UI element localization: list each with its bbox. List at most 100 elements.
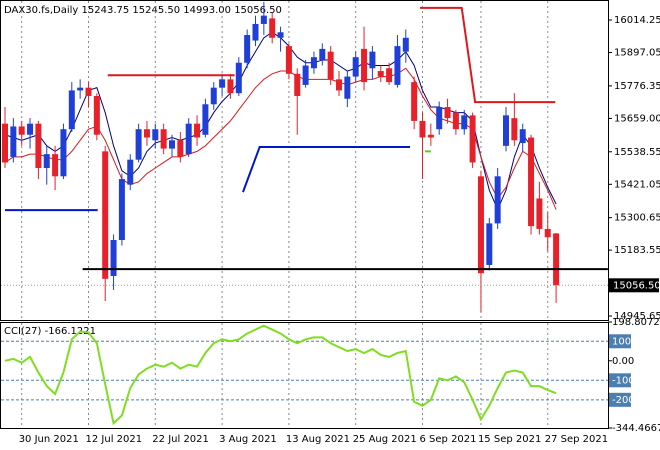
y-tick-label: 14945.65 [614,311,660,322]
y-tick-label: 16014.25 [614,15,660,26]
x-tick-label: 6 Sep 2021 [420,434,477,445]
y-tick-label: -344.4667 [612,423,660,434]
candle-body [143,129,150,138]
candle-body [336,79,342,91]
candle-body [52,154,59,177]
y-tick-label: 0.00 [612,356,634,367]
x-tick-label: 25 Aug 2021 [353,434,417,445]
candle-body [544,228,551,238]
candle-body [369,51,376,69]
candle-body [294,73,301,96]
candle-body [27,123,34,135]
candle-body [352,57,359,77]
candle-body [35,123,42,168]
cci-panel [0,322,609,429]
current-price-tag [609,278,659,293]
x-tick-label: 12 Jul 2021 [86,434,143,445]
candle-body [511,118,518,141]
candle-body [402,37,409,52]
candle-body [118,179,125,241]
cci-label: CCI(27) -166.1221 [4,326,96,337]
candle-body [411,82,418,121]
x-tick-label: 22 Jul 2021 [152,434,209,445]
candle-body [452,112,459,130]
candle-body [202,104,209,135]
candle-body [319,48,326,60]
y-tick-label: 15659.00 [614,113,660,124]
candle-body [152,129,159,141]
candle-body [2,123,8,163]
level-tag [609,392,631,407]
candle-body [93,95,100,135]
candle-body [394,46,401,85]
y-tick-label: 15538.55 [614,147,660,158]
x-tick-label: 13 Aug 2021 [286,434,350,445]
candle-body [235,62,242,94]
y-tick-label: 15897.05 [614,47,660,58]
candle-body [219,79,226,88]
candle-body [553,233,560,286]
candle-body [327,51,334,80]
candle-body [269,18,276,38]
candle-body [169,140,175,149]
candle-body [135,129,142,160]
candle-body [127,159,134,185]
candle-body [477,176,484,274]
candle-body [227,79,234,94]
candle-body [43,154,50,168]
candle-body [528,137,535,227]
y-tick-label: 15183.55 [614,245,660,256]
candle-body [177,140,184,157]
y-tick-label: -100 [612,375,635,386]
candle-body [260,15,267,24]
candle-body [486,223,493,265]
candle-body [519,129,526,144]
candle-body [77,87,84,91]
candle-body [361,48,368,83]
candle-body [419,120,426,138]
cci-name: CCI(27) [4,326,42,337]
y-tick-label: 198.8072 [612,317,660,328]
candle-body [285,46,292,74]
cci-line [4,324,557,426]
level-tag [609,373,631,388]
candle-body [68,90,75,130]
candle-body [210,87,217,105]
y-tick-label: 15421.05 [614,179,660,190]
cci-last: -166.1221 [45,326,96,337]
candle-body [60,129,67,177]
x-tick-label: 27 Sep 2021 [545,434,608,445]
candle-body [110,240,117,277]
candle-body [461,115,468,130]
candle-body [444,107,451,119]
y-tick-label: 15300.65 [614,213,660,224]
candle-body [344,76,351,99]
x-tick-label: 30 Jun 2021 [19,434,79,445]
y-tick-label: -200 [612,395,635,406]
candle-body [277,32,284,38]
candle-body [102,151,109,279]
candle-body [160,129,167,149]
candle-body [244,35,251,63]
candle-body [18,126,25,135]
candle-body [194,123,201,138]
candle-body [503,115,509,146]
main-panel [0,0,609,321]
candle-body [377,71,384,77]
candle-body [252,23,259,41]
candle-body [536,198,543,229]
candle-body [302,65,309,85]
y-tick-label: 15776.35 [614,81,660,92]
candle-body [310,57,317,69]
candle-body [85,87,92,96]
current-price-label: 15056.50 [613,280,660,291]
level-line [419,6,556,104]
candle-body [436,107,443,130]
candle-body [185,123,192,155]
candle-body [386,68,393,83]
level-line [242,145,410,193]
candle-body [469,115,476,163]
chart-title: DAX30.fs,Daily 15243.75 15245.50 14993.0… [4,5,282,16]
